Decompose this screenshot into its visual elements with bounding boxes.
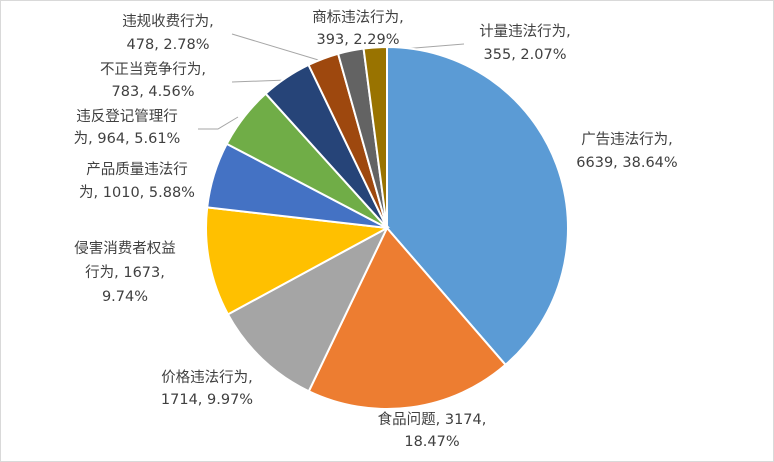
pie-slice — [307, 226, 507, 410]
data-label: 违规收费行为, 478, 2.78% — [122, 13, 214, 53]
leader-line — [231, 33, 326, 63]
data-label-line: 783, 4.56% — [112, 84, 195, 100]
data-label-line: 商标违法行为, — [312, 9, 404, 26]
data-label: 计量违法行为, 355, 2.07% — [479, 23, 571, 63]
data-label-line: 6639, 38.64% — [576, 155, 677, 171]
data-label-line: 计量违法行为, — [479, 23, 571, 40]
leader-line — [231, 79, 288, 83]
data-label: 不正当竞争行为, 783, 4.56% — [100, 60, 206, 100]
data-label-line: 违反登记管理行 — [76, 108, 178, 125]
data-label-line: 18.47% — [404, 434, 459, 450]
leader-line — [198, 116, 239, 130]
data-label-line: 行为, 1673, — [85, 264, 165, 281]
data-label-line: 食品问题, 3174, — [378, 411, 487, 428]
data-label-line: 1714, 9.97% — [161, 392, 253, 408]
data-label-line: 侵害消费者权益 — [74, 240, 176, 257]
data-labels: 广告违法行为, 6639, 38.64% 食品问题, 3174, 18.47% 价格违法… — [74, 9, 678, 450]
pie-slice — [362, 45, 388, 229]
data-label-line: 违规收费行为, — [122, 13, 214, 30]
data-label: 价格违法行为, 1714, 9.97% — [161, 369, 253, 408]
data-label-line: 广告违法行为, — [581, 131, 673, 148]
data-label-line: 393, 2.29% — [317, 32, 400, 48]
pie-slice — [386, 45, 569, 367]
data-label-line: 355, 2.07% — [484, 47, 567, 63]
pie-slice — [226, 225, 390, 393]
data-label: 食品问题, 3174, 18.47% — [378, 411, 487, 450]
data-label-line: 产品质量违法行 — [86, 161, 188, 178]
pie-slice — [205, 206, 391, 316]
pie — [205, 45, 569, 410]
data-label-line: 9.74% — [102, 289, 148, 305]
data-label-line: 为, 964, 5.61% — [74, 130, 181, 147]
data-label-line: 不正当竞争行为, — [100, 60, 206, 78]
data-label-line: 价格违法行为, — [161, 369, 253, 386]
data-label-line: 为, 1010, 5.88% — [79, 184, 195, 201]
data-label: 商标违法行为, 393, 2.29% — [312, 9, 404, 48]
data-label-line: 478, 2.78% — [127, 37, 210, 53]
data-label: 广告违法行为, 6639, 38.64% — [576, 131, 677, 171]
